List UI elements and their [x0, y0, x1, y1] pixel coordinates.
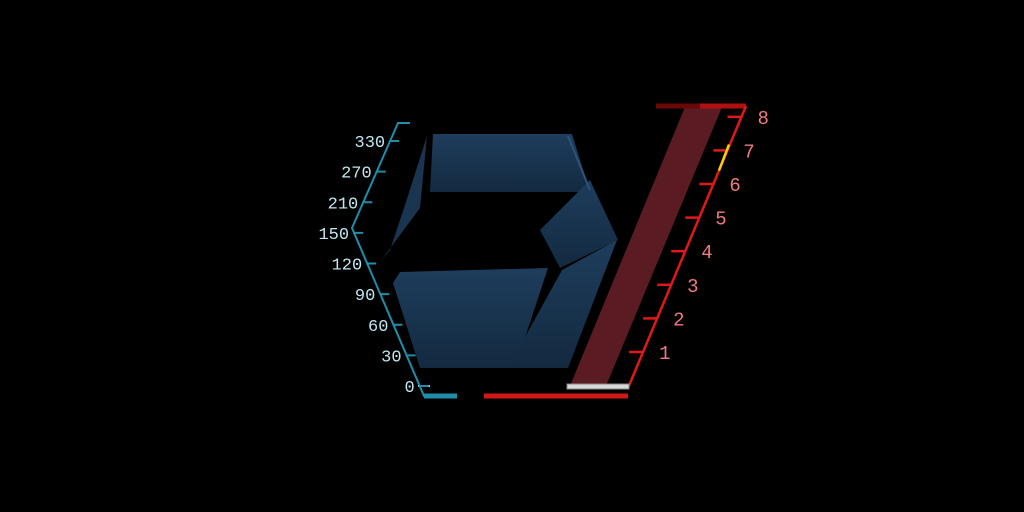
- gear-segment-middle: [393, 268, 548, 368]
- speed-tick-label: 90: [355, 287, 375, 306]
- tach-tick-label: 5: [715, 209, 726, 231]
- speed-tick-label: 30: [381, 348, 401, 367]
- gear-segment-top: [430, 134, 590, 192]
- speed-tick-label: 60: [368, 318, 388, 337]
- tach-tick-label: 7: [743, 141, 754, 163]
- gear-segment-highlight: [567, 135, 591, 191]
- speed-tick-label: 330: [355, 134, 386, 153]
- gear-indicator: 7: [380, 134, 618, 368]
- speed-tick-label: 120: [332, 257, 363, 276]
- speed-tick-label: 0: [405, 379, 415, 398]
- tach-tick-label: 1: [659, 343, 670, 365]
- tach-tick-label: 4: [701, 242, 712, 264]
- gear-segment-upper-right: [540, 180, 618, 268]
- speedometer: 030 60 90 120 150 210 270 330: [318, 122, 457, 399]
- tach-tick-label: 2: [673, 309, 684, 331]
- rpm-needle: [717, 144, 731, 172]
- gear-segment-upper-left: [380, 136, 427, 262]
- tach-redline-band: [570, 107, 722, 386]
- speed-tick-group: 030 60 90 120 150 210 270 330: [318, 134, 429, 398]
- throttle-indicator-bar: [566, 383, 630, 390]
- tach-tick-label: 3: [687, 276, 698, 298]
- speed-tick-label: 210: [328, 195, 359, 214]
- gear-segment-lower-right: [508, 240, 617, 368]
- speed-tick-label: 270: [341, 165, 372, 184]
- tach-tick-label: 8: [757, 108, 768, 130]
- speed-tick-label: 150: [318, 226, 349, 245]
- tach-tick-label: 6: [729, 175, 740, 197]
